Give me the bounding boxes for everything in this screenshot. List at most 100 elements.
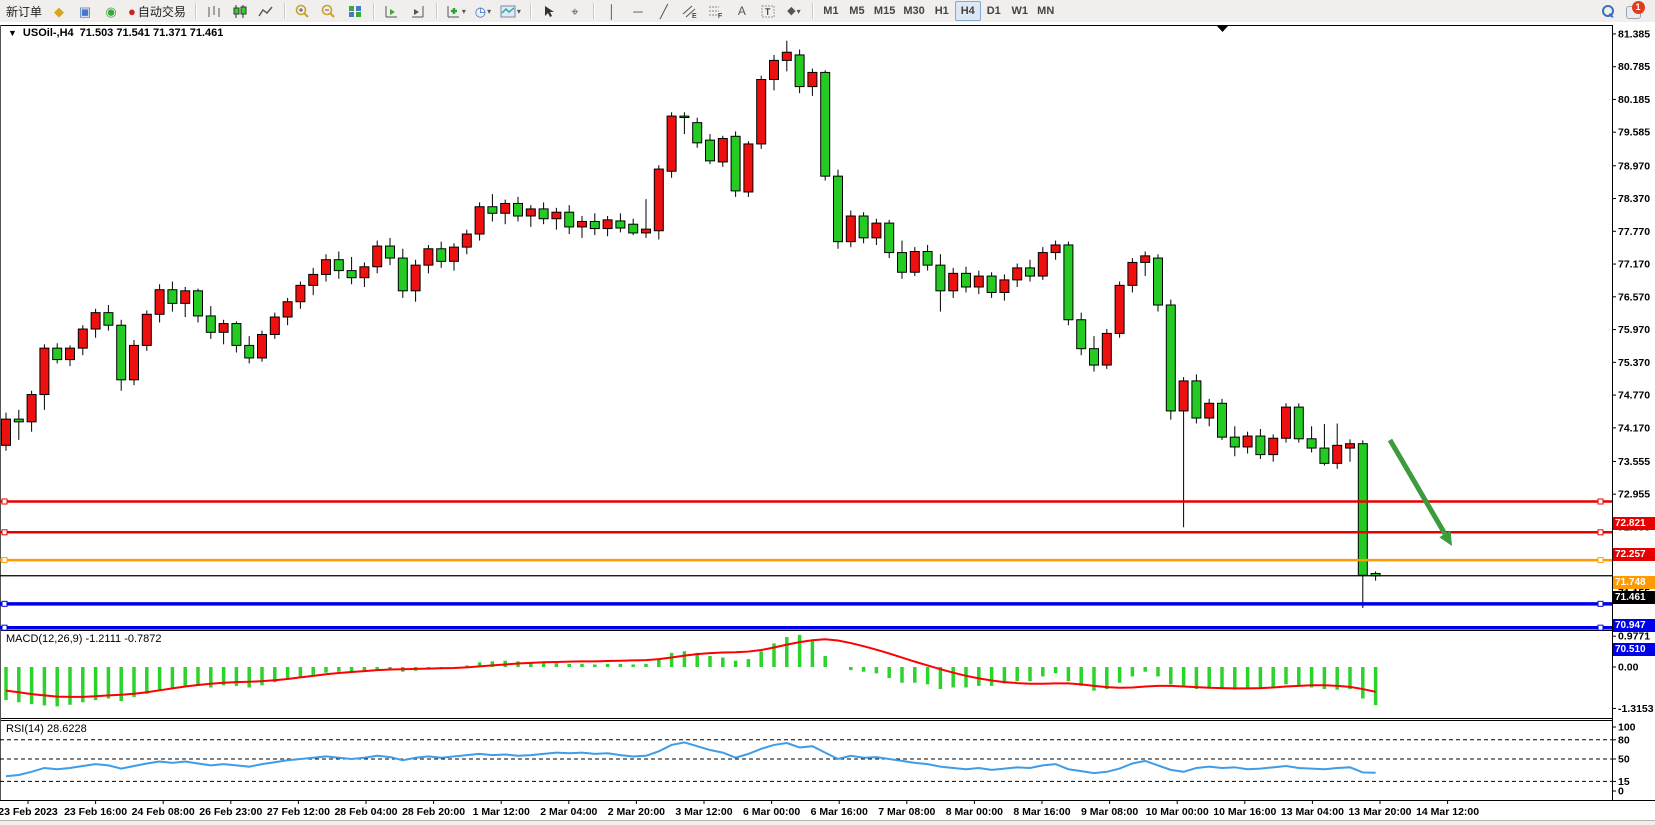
add-indicator-button[interactable]: ▾: [442, 1, 470, 21]
timeframe-mn[interactable]: MN: [1037, 5, 1055, 17]
price-tag-resistance-2: 72.257: [1613, 547, 1655, 561]
chart-window[interactable]: 81.385 80.785 80.185 79.585 78.970 78.370 77.7…: [0, 22, 1655, 825]
price-tick-label: 75.970: [1618, 324, 1650, 336]
svg-text:T: T: [765, 7, 771, 17]
auto-trading-button[interactable]: ● 自动交易: [124, 1, 190, 21]
line-handle[interactable]: [1, 529, 8, 536]
time-tick-label: 23 Feb 2023: [0, 806, 58, 818]
line-handle[interactable]: [1, 624, 8, 631]
chart-shift-glyph: [412, 5, 424, 17]
search-icon: [1601, 4, 1615, 18]
profile-icon[interactable]: ▣: [72, 1, 98, 21]
clock-icon: ◷: [474, 3, 487, 19]
template-button[interactable]: ▾: [496, 1, 525, 21]
rsi-tick-label: 100: [1618, 722, 1636, 734]
new-chart-icon[interactable]: ◆: [46, 1, 72, 21]
candles-layer: [1, 40, 1381, 609]
line-handle[interactable]: [1597, 557, 1604, 564]
rsi-tick-label: 50: [1618, 754, 1630, 766]
candles-glyph: [233, 4, 247, 18]
price-axis[interactable]: 81.385 80.785 80.185 79.585 78.970 78.370 77.7…: [1612, 25, 1655, 800]
timeframe-m5[interactable]: M5: [849, 5, 865, 17]
trendline-tool[interactable]: ╱: [651, 1, 677, 21]
rsi-label: RSI(14) 28.6228: [6, 723, 87, 735]
time-tick-label: 14 Mar 12:00: [1416, 806, 1479, 818]
vline-tool[interactable]: │: [599, 1, 625, 21]
timeframe-h1[interactable]: H1: [934, 5, 949, 17]
time-tick-label: 9 Mar 08:00: [1081, 806, 1138, 818]
new-order-button[interactable]: 新订单: [6, 4, 43, 19]
price-tick-label: 74.170: [1618, 422, 1650, 434]
toolbar: 新订单 ◆ ▣ ◉ ● 自动交易: [0, 0, 1655, 23]
line-handle[interactable]: [1, 498, 8, 505]
cursor-tool[interactable]: [536, 1, 562, 21]
rsi-tick-label: 0: [1618, 786, 1624, 798]
line-handle[interactable]: [1597, 600, 1604, 607]
symbol-dropdown-icon[interactable]: ▼: [8, 28, 17, 38]
search-button[interactable]: [1595, 1, 1621, 21]
magnifier-plus-glyph: [296, 4, 310, 18]
price-tick-label: 78.370: [1618, 193, 1650, 205]
line-handle[interactable]: [1597, 498, 1604, 505]
line-handle[interactable]: [1, 600, 8, 607]
horizontal-line-72.821[interactable]: [0, 498, 1612, 505]
chart-shift-icon[interactable]: [405, 1, 431, 21]
time-tick-label: 28 Feb 20:00: [402, 806, 465, 818]
fibonacci-tool[interactable]: F: [703, 1, 729, 21]
timeframe-d1[interactable]: D1: [986, 5, 1001, 17]
trend-arrow-annotation[interactable]: [1387, 438, 1452, 546]
signal-icon[interactable]: ◉: [98, 1, 124, 21]
price-tick-label: 78.970: [1618, 160, 1650, 172]
line-handle[interactable]: [1597, 529, 1604, 536]
channel-tool[interactable]: E: [677, 1, 703, 21]
zoom-in-icon[interactable]: [290, 1, 316, 21]
crosshair-tool[interactable]: ⌖: [562, 1, 588, 21]
time-axis[interactable]: 23 Feb 2023 23 Feb 16:00 24 Feb 08:00 26 Fe…: [0, 800, 1479, 818]
timeframe-w1[interactable]: W1: [1011, 5, 1028, 17]
time-tick-label: 27 Feb 12:00: [267, 806, 330, 818]
time-tick-label: 28 Feb 04:00: [334, 806, 397, 818]
chevron-down-icon: ▾: [487, 6, 492, 16]
price-tick-label: 74.770: [1618, 390, 1650, 402]
rsi-tick-label: 80: [1618, 734, 1630, 746]
text-tool[interactable]: A: [729, 1, 755, 21]
trendline-icon: ╱: [660, 3, 668, 19]
horizontal-line-70.510[interactable]: [0, 624, 1612, 631]
timeframe-m15[interactable]: M15: [873, 5, 896, 17]
rsi-line: [5, 741, 1376, 778]
ohlc-bars-glyph: [208, 5, 220, 17]
bar-chart-icon[interactable]: [201, 1, 227, 21]
macd-tick-label: 0.00: [1618, 662, 1639, 674]
period-button[interactable]: ◷ ▾: [470, 1, 496, 21]
timeframe-m30[interactable]: M30: [903, 5, 925, 17]
line-chart-icon[interactable]: [253, 1, 279, 21]
horizontal-line-72.257[interactable]: [0, 529, 1612, 536]
time-tick-label: 13 Mar 20:00: [1348, 806, 1411, 818]
chevron-down-icon: ▾: [796, 6, 801, 16]
auto-scroll-icon[interactable]: [379, 1, 405, 21]
chart-ohlc-readout: 71.503 71.541 71.371 71.461: [79, 27, 224, 39]
zoom-out-icon[interactable]: [316, 1, 342, 21]
label-tool[interactable]: T: [755, 1, 781, 21]
timeframe-m1[interactable]: M1: [823, 5, 839, 17]
shapes-tool[interactable]: ◆ ▾: [781, 1, 807, 21]
separator: [811, 3, 813, 19]
autotrade-icon: ●: [128, 3, 136, 19]
template-icon: [500, 5, 516, 17]
chart-shift-marker[interactable]: [1217, 26, 1228, 32]
line-handle[interactable]: [1, 557, 8, 564]
price-tick-label: 80.185: [1618, 94, 1650, 106]
horizontal-line-71.748[interactable]: [0, 557, 1612, 564]
hline-tool[interactable]: ─: [625, 1, 651, 21]
tile-windows-icon[interactable]: [342, 1, 368, 21]
equidistant-channel-icon: E: [683, 5, 697, 18]
line-handle[interactable]: [1597, 624, 1604, 631]
candlestick-icon[interactable]: [227, 1, 253, 21]
timeframe-h4[interactable]: H4: [954, 1, 981, 21]
chart-symbol-period: USOil-,H4: [22, 27, 74, 39]
vertical-line-icon: │: [607, 3, 616, 19]
chart-canvas[interactable]: 81.385 80.785 80.185 79.585 78.970 78.370 77.7…: [0, 22, 1655, 825]
rsi-indicator: [0, 739, 1612, 782]
chat-button[interactable]: 1: [1621, 1, 1647, 21]
horizontal-line-70.947[interactable]: [0, 600, 1612, 607]
